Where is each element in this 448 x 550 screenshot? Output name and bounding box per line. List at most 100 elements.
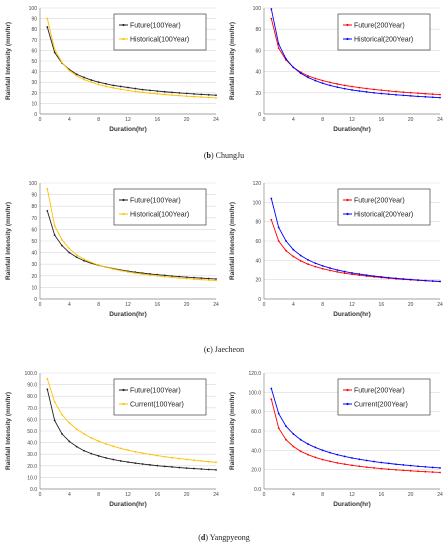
data-point bbox=[358, 465, 361, 468]
x-tick-label: 16 bbox=[379, 117, 385, 123]
data-point bbox=[380, 275, 383, 278]
data-point bbox=[329, 81, 331, 84]
y-tick-label: 20.0 bbox=[251, 468, 261, 474]
data-point bbox=[75, 254, 78, 256]
data-point bbox=[90, 452, 93, 455]
rainfall-chart-chungju-100yr: 0 10 20 30 40 50 60 70 80 90 100 0 4 8 12 16 20 24 Duratio… bbox=[5, 6, 219, 133]
data-point bbox=[193, 459, 195, 462]
chart-panel: 0.0 10.0 20.0 30.0 40.0 50.0 60.0 70.0 80.0 90.0 1… bbox=[0, 365, 224, 515]
series-line bbox=[270, 219, 441, 282]
data-point bbox=[307, 263, 309, 266]
data-point bbox=[299, 254, 302, 257]
chart-panel: 0 20 40 60 80 100 120 0 4 8 12 16 20 24 Duration(hr) Ra… bbox=[224, 175, 448, 325]
chart-panel: 0 10 20 30 40 50 60 70 80 90 100 0 4 8 12 16 20 24 Duratio… bbox=[0, 0, 224, 140]
data-point bbox=[314, 77, 317, 80]
x-tick-label: 0 bbox=[263, 302, 266, 308]
y-tick-label: 80 bbox=[31, 27, 37, 33]
data-point bbox=[277, 226, 280, 229]
y-tick-label: 100.0 bbox=[248, 390, 261, 396]
series-line bbox=[46, 26, 217, 96]
data-point bbox=[351, 464, 353, 467]
data-point bbox=[431, 466, 434, 469]
legend-label: Current(100Year) bbox=[130, 402, 184, 409]
legend-label: Future(100Year) bbox=[130, 388, 181, 395]
data-point bbox=[97, 455, 100, 457]
data-point bbox=[215, 461, 217, 464]
data-point bbox=[141, 88, 144, 91]
x-axis-title: Duration(hr) bbox=[333, 311, 371, 318]
data-point bbox=[380, 92, 383, 95]
data-point bbox=[185, 92, 188, 95]
data-point bbox=[424, 95, 427, 98]
series-line bbox=[270, 198, 441, 282]
data-point bbox=[156, 273, 159, 276]
data-point bbox=[336, 269, 339, 271]
data-point bbox=[61, 433, 63, 435]
legend-marker bbox=[122, 23, 125, 27]
data-point bbox=[83, 449, 85, 452]
data-point bbox=[207, 93, 210, 96]
y-tick-label: 0 bbox=[34, 297, 37, 303]
data-point bbox=[75, 73, 78, 76]
data-point bbox=[163, 455, 166, 458]
data-point bbox=[53, 234, 56, 237]
data-point bbox=[270, 197, 273, 200]
data-point bbox=[343, 87, 346, 90]
legend-label: Future(200Year) bbox=[354, 388, 405, 395]
data-point bbox=[417, 465, 419, 468]
series-line bbox=[270, 388, 441, 469]
y-tick-label: 0 bbox=[34, 112, 37, 118]
data-point bbox=[119, 85, 122, 88]
legend-box bbox=[113, 13, 207, 51]
data-point bbox=[307, 443, 309, 445]
y-tick-label: 10.0 bbox=[27, 475, 37, 481]
legend-marker bbox=[346, 402, 349, 406]
data-point bbox=[409, 91, 412, 94]
data-point bbox=[343, 463, 346, 466]
data-point bbox=[343, 272, 346, 275]
legend-marker bbox=[346, 212, 349, 216]
data-point bbox=[380, 467, 383, 470]
data-point bbox=[83, 258, 85, 261]
data-point bbox=[75, 428, 78, 431]
y-tick-label: 50 bbox=[31, 59, 37, 65]
data-point bbox=[75, 74, 78, 77]
data-point bbox=[178, 457, 181, 460]
chart-panel: 0.0 20.0 40.0 60.0 80.0 100.0 120.0 0 4 8 12 16 20 24… bbox=[224, 365, 448, 515]
rainfall-chart-jaecheon-100yr: 0 10 20 30 40 50 60 70 80 90 100 0 4 8 12 16 20 24 Duratio… bbox=[5, 181, 219, 318]
data-point bbox=[307, 453, 309, 456]
data-point bbox=[119, 460, 122, 462]
data-point bbox=[336, 271, 339, 273]
legend-box bbox=[113, 378, 207, 416]
x-axis-title: Duration(hr) bbox=[109, 311, 147, 318]
data-point bbox=[439, 280, 441, 283]
y-axis-title: Rainfall Intensity (mm/hr) bbox=[5, 22, 12, 100]
data-point bbox=[171, 94, 173, 97]
data-point bbox=[373, 88, 375, 91]
y-axis-title: Rainfall Intensity (mm/hr) bbox=[5, 202, 12, 280]
data-point bbox=[119, 269, 122, 272]
data-point bbox=[127, 271, 129, 273]
data-point bbox=[83, 433, 85, 435]
data-point bbox=[185, 458, 188, 461]
legend-marker bbox=[122, 402, 125, 406]
x-tick-label: 0 bbox=[39, 492, 42, 498]
y-tick-label: 100 bbox=[29, 181, 38, 187]
data-point bbox=[380, 461, 383, 464]
data-point bbox=[200, 93, 203, 96]
data-point bbox=[156, 275, 159, 277]
data-point bbox=[200, 277, 203, 280]
data-point bbox=[134, 90, 137, 93]
data-point bbox=[149, 89, 151, 92]
y-tick-label: 60 bbox=[255, 48, 261, 54]
legend-marker bbox=[346, 23, 349, 27]
data-point bbox=[178, 92, 181, 94]
y-tick-label: 80.0 bbox=[27, 394, 37, 400]
data-point bbox=[329, 84, 331, 87]
x-tick-label: 12 bbox=[349, 492, 355, 498]
y-tick-label: 60 bbox=[31, 48, 37, 54]
x-tick-label: 8 bbox=[97, 302, 100, 308]
data-point bbox=[321, 264, 324, 267]
legend-box bbox=[337, 378, 431, 416]
data-point bbox=[75, 256, 78, 259]
